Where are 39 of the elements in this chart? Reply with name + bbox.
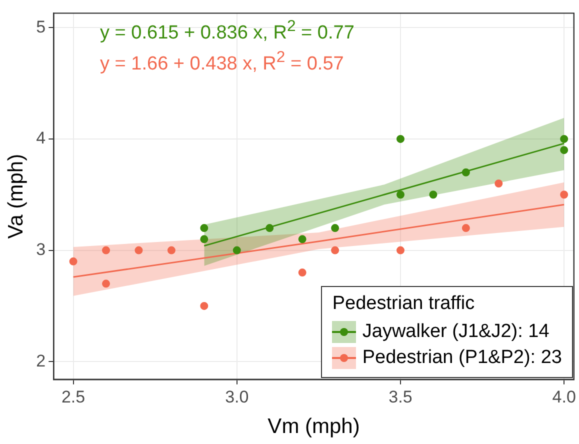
x-tick-label: 3.5	[388, 387, 412, 406]
x-axis-title: Vm (mph)	[268, 415, 360, 438]
point	[462, 224, 470, 232]
x-tick-label: 3.0	[225, 387, 249, 406]
point	[298, 235, 306, 244]
point	[232, 246, 241, 254]
legend-title: Pedestrian traffic	[332, 293, 476, 315]
point	[69, 257, 78, 266]
point	[560, 146, 568, 154]
point	[560, 134, 568, 143]
x-tick-label: 2.5	[61, 387, 86, 406]
annotation: y = 0.615 + 0.836 x, R$^{2}$ = 0.77	[100, 17, 354, 46]
point	[494, 180, 503, 188]
point	[200, 302, 208, 310]
point	[102, 280, 110, 288]
point	[462, 168, 470, 176]
y-tick-label: 3	[36, 240, 46, 259]
point	[396, 190, 404, 199]
annotation: y = 1.66 + 0.438 x, R$^{2}$ = 0.57	[100, 48, 345, 77]
point	[331, 224, 340, 232]
legend-label: Pedestrian (P1&P2): 23	[362, 347, 562, 369]
y-tick-label: 5	[36, 17, 46, 36]
point	[331, 246, 340, 254]
y-tick-label: 2	[36, 351, 46, 370]
point	[396, 246, 404, 254]
point	[200, 224, 208, 232]
point	[102, 246, 110, 254]
point	[396, 134, 404, 143]
point	[298, 268, 306, 277]
point	[134, 246, 143, 254]
point	[560, 190, 568, 199]
point	[167, 246, 176, 254]
point	[200, 235, 208, 244]
y-axis-title: Va (mph)	[4, 154, 28, 239]
y-tick-label: 4	[36, 128, 46, 148]
point	[429, 190, 438, 199]
point	[266, 224, 274, 232]
x-tick-label: 4.0	[552, 387, 576, 406]
legend-label: Jaywalker (J1&J2): 14	[362, 321, 550, 343]
